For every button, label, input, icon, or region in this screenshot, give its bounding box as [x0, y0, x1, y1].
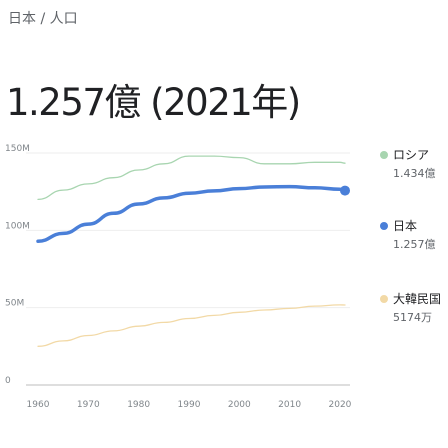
x-tick-label: 2020: [329, 400, 352, 410]
y-tick-label: 150M: [5, 144, 30, 154]
legend-dot-russia: [380, 150, 388, 159]
x-tick-label: 1970: [77, 400, 100, 410]
x-tick-label: 2000: [228, 400, 251, 410]
series-line-japan: [36, 184, 347, 243]
x-tick-label: 2010: [278, 400, 301, 410]
legend-dot-japan: [380, 221, 388, 230]
headline-value: 1.257億 (2021年): [6, 81, 301, 124]
legend-japan[interactable]: 日本 1.257億: [380, 217, 436, 252]
tick-layer: 0 50M 100M 150M 1960 1970 1980 1990 2000 2010 2020: [5, 144, 352, 410]
legend-label-japan: 日本: [393, 219, 418, 233]
x-tick-label: 1990: [178, 400, 201, 410]
legend-value-russia: 1.434億: [393, 167, 436, 180]
y-tick-label: 50M: [5, 299, 24, 309]
series-layer: [36, 155, 350, 347]
y-tick-label: 100M: [5, 221, 30, 231]
series-endpoint-japan[interactable]: [340, 185, 350, 196]
legend-korea[interactable]: 大韓民国 5174万: [380, 290, 441, 325]
y-tick-label: 0: [5, 376, 11, 386]
x-tick-label: 1980: [127, 400, 150, 410]
legend-label-korea: 大韓民国: [393, 292, 442, 306]
series-line-russia: [37, 155, 346, 201]
legend-value-japan: 1.257億: [393, 238, 436, 251]
legend-value-korea: 5174万: [393, 311, 432, 324]
legend-label-russia: ロシア: [393, 148, 430, 162]
breadcrumb[interactable]: 日本 / 人口: [8, 11, 78, 27]
x-tick-label: 1960: [27, 400, 50, 410]
series-line-korea: [37, 304, 346, 347]
legend-russia[interactable]: ロシア 1.434億: [380, 146, 436, 181]
legend-dot-korea: [380, 294, 388, 303]
